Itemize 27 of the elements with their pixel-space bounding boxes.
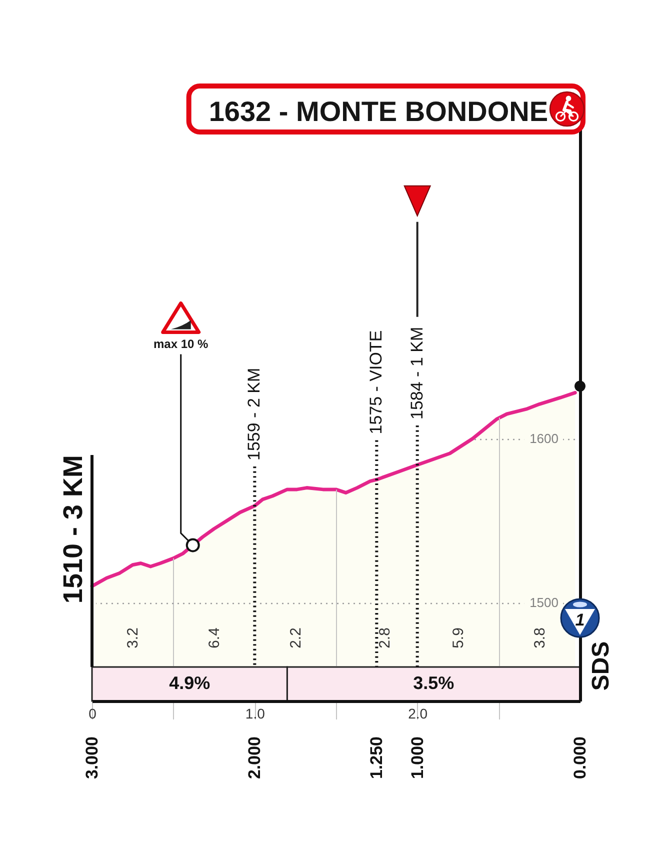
y-tick-label: 1500 — [530, 595, 558, 610]
ref-line-label: 1559 - 2 KM — [244, 368, 264, 460]
x2-tick-label: 2.000 — [245, 736, 264, 780]
ref-line-label: 1584 - 1 KM — [407, 326, 426, 420]
annotation: 3.2 — [124, 628, 142, 648]
x2-tick-label: 1.000 — [408, 736, 427, 780]
band-label: 4.9% — [169, 673, 210, 693]
x2-tick-label: 1.250 — [367, 736, 386, 780]
chart-title: 1632 - MONTE BONDONE — [208, 96, 548, 127]
band-label: 3.5% — [413, 673, 454, 693]
y-tick-label: 1600 — [530, 431, 558, 446]
annotation: 1 — [575, 610, 585, 630]
ref-line-label: 1510 - 3 KM — [58, 455, 88, 604]
annotation: 5.9 — [450, 628, 467, 648]
annotation: 3.8 — [531, 628, 548, 648]
annotation: 2.2 — [287, 628, 304, 648]
annotation: 6.4 — [206, 628, 223, 648]
x-tick-label: 0 — [88, 706, 97, 722]
x-tick-label: 2.0 — [408, 706, 428, 722]
annotation: max 10 % — [154, 337, 209, 352]
ref-line-label: 1575 - VIOTE — [366, 330, 386, 434]
badge-icon: 1 — [560, 598, 600, 638]
x-tick-label: 1.0 — [245, 706, 266, 722]
text: SDS — [588, 641, 614, 691]
x2-tick-label: 0.000 — [570, 736, 590, 780]
annotation: 2.8 — [376, 628, 394, 648]
x2-tick-label: 3.000 — [82, 736, 102, 780]
